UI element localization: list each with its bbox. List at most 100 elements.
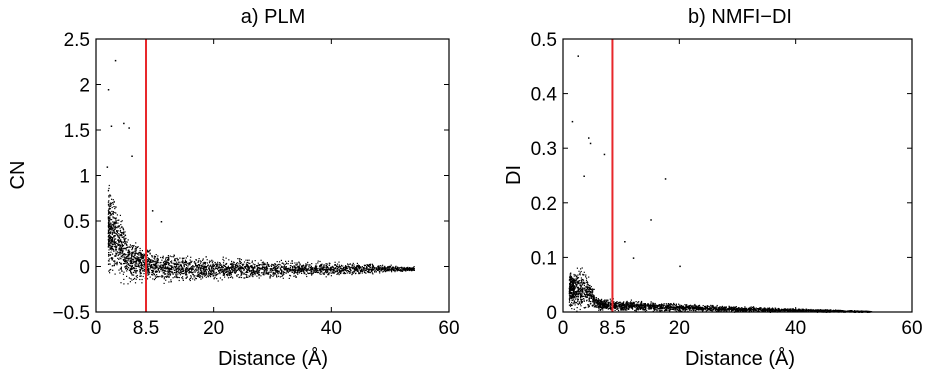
scatter-point	[253, 267, 255, 269]
scatter-point	[187, 264, 190, 266]
scatter-point	[115, 250, 117, 252]
scatter-point	[219, 272, 221, 274]
scatter-point	[299, 264, 301, 266]
scatter-point	[194, 269, 196, 272]
scatter-point	[118, 241, 120, 243]
scatter-point	[113, 239, 115, 241]
x-tick-label: 20	[203, 318, 224, 339]
scatter-point	[650, 301, 652, 303]
scatter-point	[349, 263, 351, 265]
scatter-point	[246, 276, 248, 278]
scatter-point	[652, 310, 654, 312]
scatter-point	[159, 265, 161, 267]
scatter-point	[281, 271, 283, 273]
scatter-point	[570, 272, 572, 274]
scatter-point	[603, 300, 605, 302]
scatter-point	[135, 261, 138, 263]
scatter-point	[334, 261, 336, 263]
scatter-point	[241, 267, 243, 270]
scatter-point	[119, 246, 121, 248]
scatter-point	[222, 267, 224, 269]
scatter-point	[111, 212, 113, 215]
scatter-point	[283, 269, 285, 271]
scatter-point	[229, 276, 231, 278]
scatter-point	[134, 254, 136, 256]
scatter-point	[222, 262, 225, 264]
scatter-point	[333, 272, 335, 274]
scatter-point	[371, 272, 373, 274]
scatter-point	[767, 308, 769, 310]
scatter-point	[195, 265, 197, 267]
scatter-point	[349, 270, 351, 272]
scatter-point	[208, 265, 211, 267]
scatter-point	[137, 258, 140, 260]
scatter-point	[248, 259, 250, 261]
scatter-point	[368, 265, 370, 267]
scatter-point	[598, 300, 600, 302]
scatter-point	[139, 275, 141, 277]
scatter-point	[726, 309, 728, 311]
scatter-point	[112, 269, 114, 271]
scatter-point	[189, 263, 191, 265]
scatter-point	[108, 204, 110, 206]
scatter-point	[111, 259, 113, 261]
scatter-point	[213, 272, 215, 274]
scatter-point	[109, 216, 111, 218]
scatter-point	[122, 241, 124, 243]
scatter-point	[132, 245, 134, 247]
scatter-point	[640, 307, 642, 309]
scatter-point	[593, 294, 595, 296]
scatter-point	[120, 242, 122, 244]
scatter-point	[326, 270, 328, 272]
scatter-point	[360, 269, 362, 271]
scatter-point	[618, 305, 620, 308]
scatter-point	[588, 289, 590, 291]
y-tick-label: 0.3	[531, 139, 557, 160]
scatter-point	[171, 260, 173, 262]
scatter-point	[277, 264, 279, 266]
scatter-point	[296, 263, 298, 265]
scatter-point	[295, 270, 297, 272]
scatter-point	[218, 270, 220, 273]
scatter-point	[409, 269, 411, 271]
scatter-point	[167, 262, 169, 264]
scatter-point	[302, 268, 304, 270]
scatter-point	[189, 278, 191, 280]
scatter-point	[148, 264, 151, 266]
scatter-point	[185, 261, 188, 263]
scatter-point	[110, 254, 112, 256]
scatter-point	[818, 309, 820, 311]
scatter-point	[246, 268, 248, 271]
scatter-point	[259, 267, 261, 269]
scatter-point	[191, 269, 193, 271]
scatter-point	[121, 263, 123, 265]
scatter-point	[252, 274, 254, 276]
scatter-point	[167, 274, 170, 276]
scatter-point	[262, 265, 264, 268]
scatter-point	[254, 271, 256, 273]
scatter-point	[139, 260, 141, 262]
scatter-point	[802, 310, 804, 312]
scatter-point	[366, 268, 368, 270]
scatter-point	[159, 266, 161, 268]
scatter-point	[575, 287, 577, 289]
scatter-point	[601, 298, 603, 300]
scatter-point	[705, 307, 708, 309]
scatter-point	[116, 242, 118, 244]
scatter-point	[122, 245, 124, 247]
scatter-point	[118, 236, 120, 238]
scatter-point	[159, 266, 162, 268]
scatter-point	[721, 305, 723, 307]
scatter-point	[114, 243, 116, 245]
scatter-point	[413, 267, 415, 270]
scatter-point	[301, 266, 303, 269]
scatter-point	[233, 263, 235, 265]
scatter-point	[166, 256, 168, 259]
scatter-point	[222, 274, 224, 276]
scatter-point	[112, 211, 114, 213]
scatter-point	[707, 309, 709, 311]
scatter-point	[278, 275, 280, 277]
scatter-point	[171, 271, 173, 273]
scatter-point	[205, 266, 208, 268]
scatter-point	[166, 262, 168, 264]
